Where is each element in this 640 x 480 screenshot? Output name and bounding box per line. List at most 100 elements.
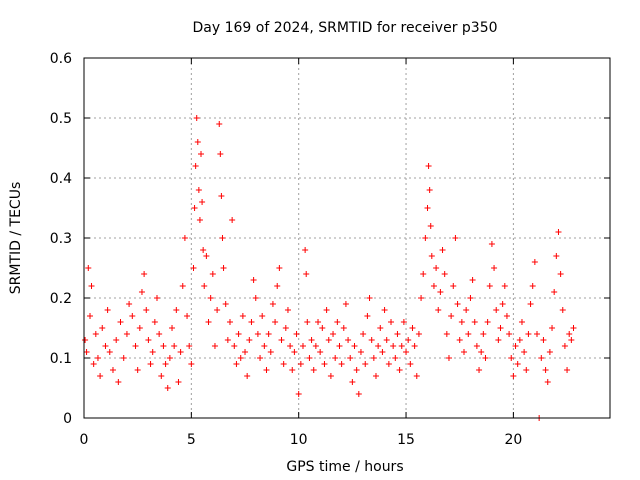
data-point	[418, 295, 425, 301]
data-point	[531, 259, 538, 265]
data-point	[99, 325, 106, 331]
data-point	[364, 313, 371, 319]
data-point	[561, 343, 568, 349]
data-point	[370, 355, 377, 361]
data-point	[284, 307, 291, 313]
data-point	[87, 313, 94, 319]
data-point	[132, 343, 139, 349]
data-point	[400, 319, 407, 325]
data-point	[336, 343, 343, 349]
data-point	[467, 295, 474, 301]
data-point	[553, 253, 560, 259]
data-point	[211, 343, 218, 349]
data-point	[267, 349, 274, 355]
data-point	[282, 325, 289, 331]
data-point	[319, 325, 326, 331]
data-point	[357, 349, 364, 355]
data-point	[184, 313, 191, 319]
data-point	[192, 163, 199, 169]
data-point	[254, 331, 261, 337]
data-point	[422, 235, 429, 241]
data-point	[109, 367, 116, 373]
data-point	[291, 349, 298, 355]
plot-border	[83, 57, 611, 419]
data-point	[394, 331, 401, 337]
data-point	[385, 361, 392, 367]
data-point	[443, 331, 450, 337]
data-point	[293, 331, 300, 337]
data-point	[191, 205, 198, 211]
data-point	[325, 337, 332, 343]
data-point	[420, 271, 427, 277]
data-point	[123, 331, 130, 337]
data-point	[521, 349, 528, 355]
y-axis-label: SRMTID / TECUs	[8, 182, 24, 295]
y-tick-label: 0.1	[50, 351, 72, 367]
data-point	[120, 355, 127, 361]
data-point	[274, 283, 281, 289]
data-point	[134, 367, 141, 373]
data-point	[347, 355, 354, 361]
data-point	[141, 271, 148, 277]
data-point	[437, 289, 444, 295]
data-point	[129, 313, 136, 319]
data-point	[317, 349, 324, 355]
data-point	[104, 307, 111, 313]
data-point	[428, 253, 435, 259]
data-point	[540, 337, 547, 343]
data-point	[312, 343, 319, 349]
x-axis-label: GPS time / hours	[286, 459, 403, 475]
data-point	[497, 325, 504, 331]
data-point	[424, 205, 431, 211]
data-point	[379, 349, 386, 355]
data-point	[235, 331, 242, 337]
data-point	[209, 271, 216, 277]
data-point	[366, 295, 373, 301]
data-point	[222, 301, 229, 307]
data-point	[297, 361, 304, 367]
data-point	[360, 331, 367, 337]
data-point	[94, 355, 101, 361]
y-tick-label: 0.5	[50, 111, 72, 127]
x-tick-label: 10	[290, 432, 308, 448]
data-point	[332, 355, 339, 361]
data-point	[179, 283, 186, 289]
data-point	[549, 325, 556, 331]
data-point	[501, 283, 508, 289]
data-point	[566, 331, 573, 337]
data-point	[355, 391, 362, 397]
data-point	[306, 355, 313, 361]
data-point	[239, 313, 246, 319]
data-point	[508, 355, 515, 361]
data-point	[527, 301, 534, 307]
data-point	[145, 337, 152, 343]
data-point	[308, 337, 315, 343]
data-point	[439, 247, 446, 253]
data-point	[126, 301, 133, 307]
data-point	[534, 331, 541, 337]
data-point	[156, 331, 163, 337]
data-point	[351, 343, 358, 349]
data-point	[381, 307, 388, 313]
data-point	[252, 295, 259, 301]
data-point	[452, 235, 459, 241]
data-point	[237, 355, 244, 361]
data-point	[272, 319, 279, 325]
data-point	[409, 325, 416, 331]
data-point	[476, 367, 483, 373]
data-point	[377, 325, 384, 331]
data-point	[473, 343, 480, 349]
data-point	[246, 337, 253, 343]
data-point	[310, 367, 317, 373]
data-point	[295, 391, 302, 397]
data-point	[201, 283, 208, 289]
data-point	[570, 325, 577, 331]
data-point	[340, 325, 347, 331]
data-point	[261, 343, 268, 349]
data-point	[304, 319, 311, 325]
data-point	[207, 295, 214, 301]
data-point	[175, 379, 182, 385]
data-point	[445, 355, 452, 361]
x-tick-label: 20	[504, 432, 522, 448]
